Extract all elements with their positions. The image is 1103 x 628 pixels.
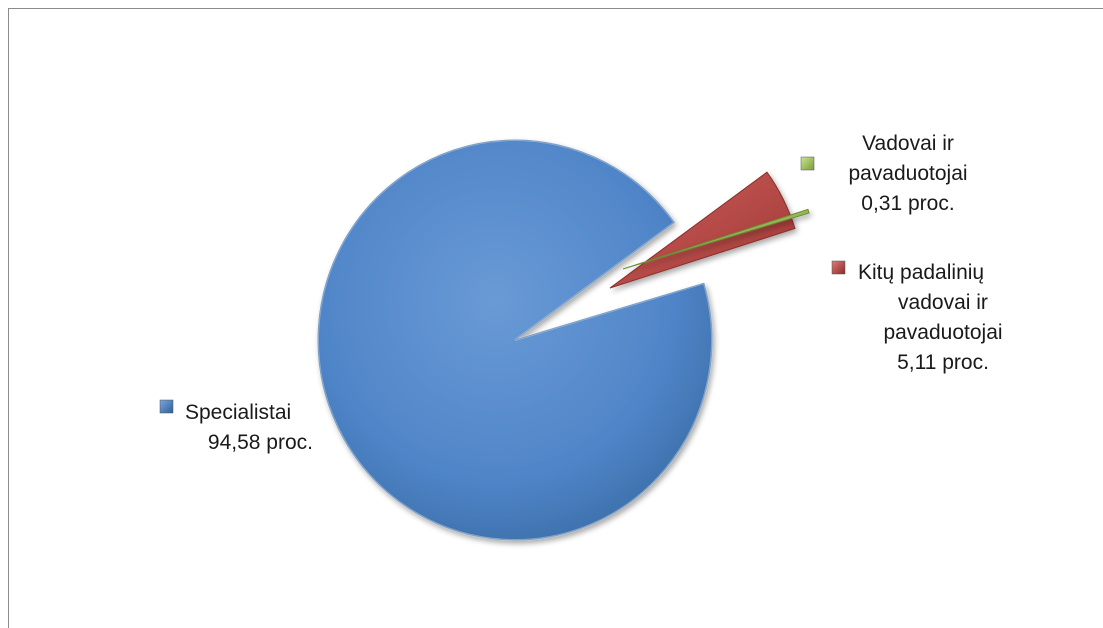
data-label-line: Vadovai ir (862, 132, 954, 155)
data-label-line: Specialistai (185, 401, 291, 424)
data-label-line: Kitų padalinių (858, 261, 984, 284)
data-label-line: 94,58 proc. (208, 431, 313, 454)
data-label-line: pavaduotojai (848, 162, 967, 185)
data-label-line: 0,31 proc. (861, 192, 954, 215)
chart-frame (8, 8, 1103, 628)
pie-slice-specialistai (317, 139, 713, 541)
legend-swatch (800, 156, 815, 171)
label-kitu-padaliniu-vadovai: Kitų padalinių vadovai ir pavaduotojai 5,11… (831, 260, 1003, 374)
legend-swatch (159, 399, 174, 414)
legend-swatch (831, 260, 846, 275)
label-vadovai-ir-pavaduotojai: Vadovai ir pavaduotojai 0,31 proc. (800, 132, 968, 215)
pie-slice-highlight (317, 139, 714, 541)
data-label-line: vadovai ir (898, 291, 988, 314)
pie-slices (317, 139, 810, 541)
data-label-line: 5,11 proc. (897, 351, 989, 374)
data-label-line: pavaduotojai (883, 321, 1002, 344)
label-specialistai: Specialistai 94,58 proc. (159, 399, 313, 454)
data-labels: Specialistai 94,58 proc. Kitų padalinių vad… (159, 132, 1003, 454)
pie-slice-vadovai-ir-pavaduotojai (622, 208, 810, 270)
